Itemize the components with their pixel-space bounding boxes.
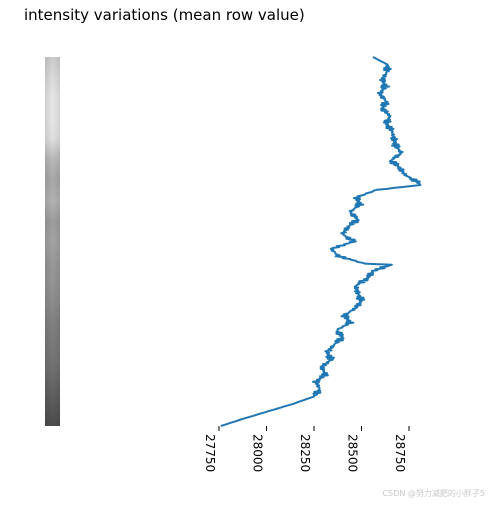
image-strip-panel [45,57,60,426]
x-tick-label-28250: 28250 [298,434,312,472]
x-tick-label-28750: 28750 [393,434,407,472]
chart-title: intensity variations (mean row value) [24,6,305,24]
x-tick-label-28000: 28000 [251,434,265,472]
x-tick-label-27750: 27750 [203,434,217,472]
line-plot-panel: 27750 28000 28250 28500 28750 [203,56,422,472]
x-tick-label-28500: 28500 [346,434,360,472]
intensity-image-strip-shading [45,57,60,426]
x-axis-ticks: 27750 28000 28250 28500 28750 [203,426,410,472]
series-line-mean-row-value [220,56,422,427]
watermark-text: CSDN @努力减肥的小胖子5 [382,489,485,498]
